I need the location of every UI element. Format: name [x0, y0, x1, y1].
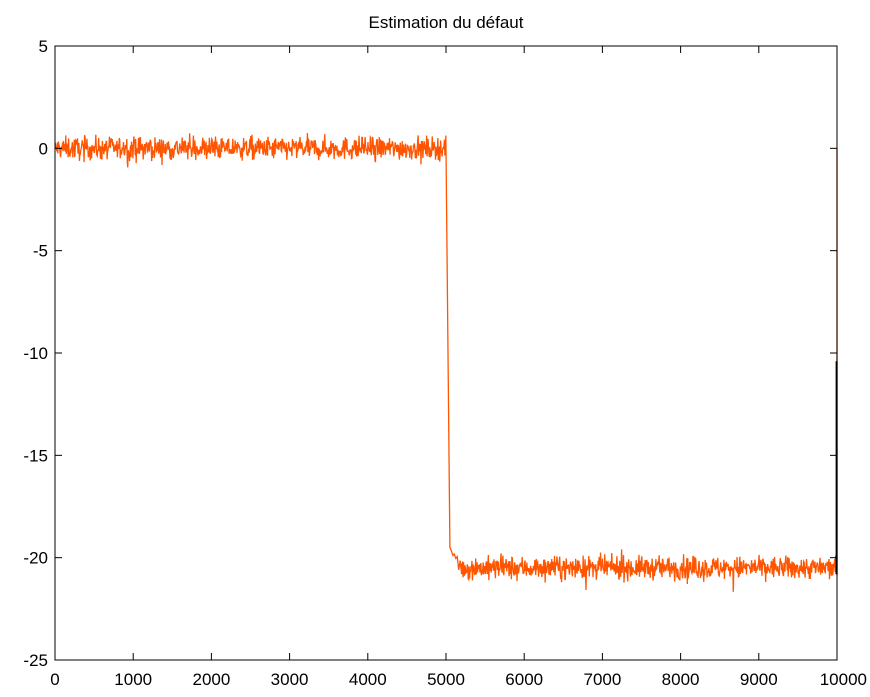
y-tick-label: 5 — [39, 37, 48, 56]
y-tick-label: -5 — [33, 242, 48, 261]
x-tick-label: 2000 — [192, 670, 230, 689]
x-tick-label: 4000 — [349, 670, 387, 689]
x-tick-label: 9000 — [740, 670, 778, 689]
series-line-1 — [54, 132, 838, 592]
y-axis: 5 0 -5 -10 -15 -20 -25 — [23, 37, 837, 670]
x-tick-label: 10000 — [820, 670, 867, 689]
x-axis: 0 1000 2000 3000 4000 5000 6000 7000 8000 9000 100… — [50, 46, 867, 689]
y-tick-label: 0 — [39, 139, 48, 158]
x-tick-label: 1000 — [114, 670, 152, 689]
x-tick-label: 0 — [50, 670, 59, 689]
x-tick-label: 7000 — [583, 670, 621, 689]
x-tick-label: 5000 — [427, 670, 465, 689]
y-tick-label: -10 — [23, 344, 48, 363]
x-tick-label: 6000 — [505, 670, 543, 689]
x-tick-label: 3000 — [271, 670, 309, 689]
y-tick-label: -15 — [23, 446, 48, 465]
y-tick-label: -25 — [23, 651, 48, 670]
chart-title: Estimation du défaut — [369, 13, 524, 32]
x-tick-label: 8000 — [662, 670, 700, 689]
y-tick-label: -20 — [23, 549, 48, 568]
